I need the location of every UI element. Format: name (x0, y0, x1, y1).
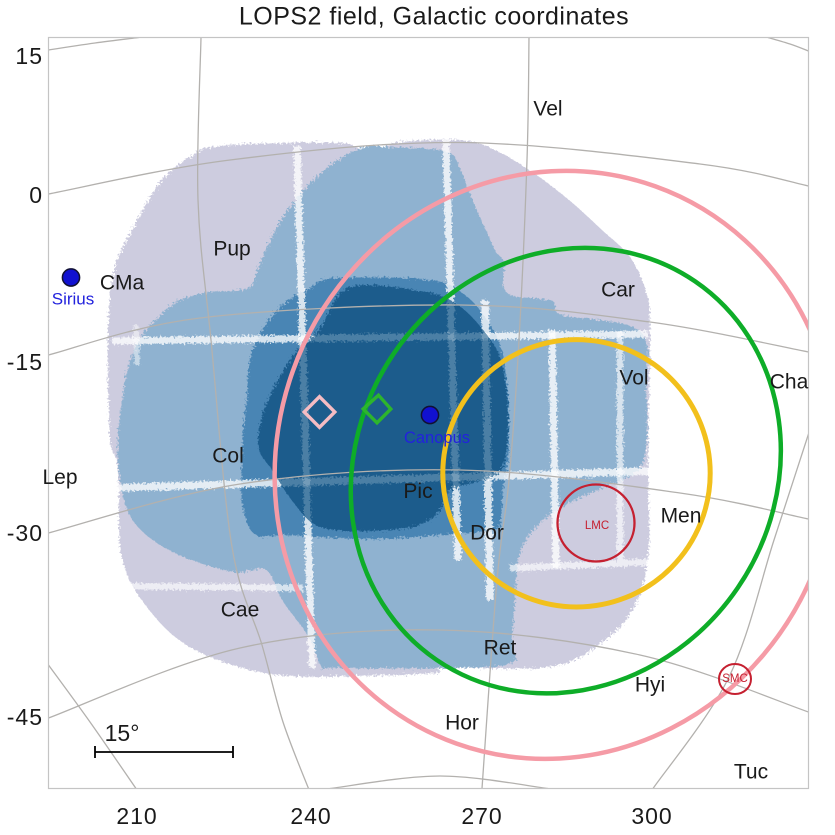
svg-text:210: 210 (116, 803, 157, 829)
svg-text:0: 0 (29, 182, 43, 208)
svg-text:Col: Col (212, 445, 244, 468)
svg-text:LMC: LMC (585, 520, 609, 532)
svg-text:-45: -45 (7, 704, 43, 730)
svg-text:270: 270 (461, 803, 502, 829)
svg-text:Canopus: Canopus (404, 429, 470, 447)
svg-text:Cha: Cha (770, 371, 809, 394)
svg-text:Dor: Dor (470, 522, 504, 545)
svg-text:Cae: Cae (221, 599, 260, 622)
svg-text:Ret: Ret (484, 637, 517, 660)
svg-text:300: 300 (631, 803, 672, 829)
svg-text:Lep: Lep (42, 466, 77, 489)
svg-text:Vol: Vol (619, 367, 648, 390)
svg-text:Vel: Vel (533, 98, 562, 121)
svg-text:15: 15 (15, 43, 43, 69)
svg-text:Car: Car (601, 279, 635, 302)
svg-text:Pic: Pic (403, 480, 432, 503)
svg-text:Hyi: Hyi (635, 674, 665, 697)
svg-text:Men: Men (661, 505, 702, 528)
svg-text:Sirius: Sirius (52, 290, 95, 309)
svg-text:LOPS2 field, Galactic coordina: LOPS2 field, Galactic coordinates (239, 3, 629, 31)
svg-text:SMC: SMC (722, 673, 748, 685)
svg-text:-15: -15 (7, 349, 43, 375)
svg-text:-30: -30 (7, 520, 43, 546)
svg-text:CMa: CMa (100, 272, 145, 295)
svg-text:Hor: Hor (445, 712, 479, 735)
svg-text:15°: 15° (105, 720, 140, 746)
svg-text:240: 240 (290, 803, 331, 829)
svg-text:Tuc: Tuc (734, 761, 768, 784)
svg-text:Pup: Pup (213, 238, 250, 261)
